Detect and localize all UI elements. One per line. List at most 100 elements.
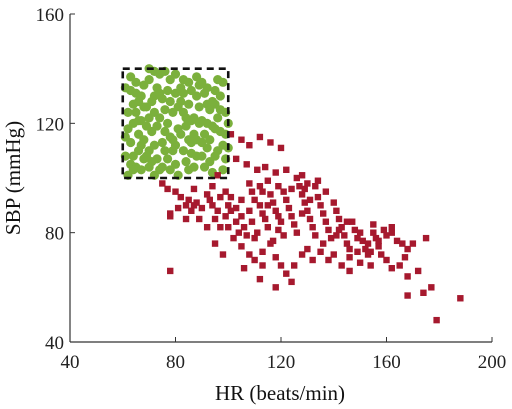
- data-point: [160, 126, 170, 137]
- data-point: [301, 185, 308, 193]
- data-point: [277, 218, 285, 225]
- data-point: [152, 121, 162, 131]
- data-point: [167, 213, 174, 220]
- data-point: [141, 121, 152, 131]
- axis-layer: 40 80 120 160 200 40 80 120 160: [36, 5, 507, 373]
- data-point: [162, 118, 173, 128]
- data-point: [285, 204, 293, 212]
- data-point: [364, 240, 372, 247]
- data-point: [378, 251, 385, 258]
- data-point: [165, 165, 175, 175]
- data-point: [238, 196, 245, 204]
- data-point: [251, 196, 258, 204]
- data-point: [188, 207, 195, 214]
- data-point: [133, 146, 144, 156]
- data-point: [182, 202, 190, 209]
- data-point: [259, 248, 266, 255]
- data-point: [277, 262, 285, 269]
- data-point: [399, 240, 406, 247]
- data-point: [272, 169, 279, 176]
- data-point: [254, 229, 261, 236]
- data-point: [261, 163, 269, 171]
- data-point: [396, 262, 403, 269]
- data-point: [189, 113, 199, 123]
- data-point: [298, 251, 306, 258]
- data-point: [304, 180, 311, 187]
- data-point: [190, 202, 198, 209]
- data-point: [205, 135, 215, 145]
- data-point: [160, 105, 170, 115]
- data-point: [222, 213, 229, 220]
- data-point: [343, 240, 351, 247]
- data-point: [178, 146, 189, 156]
- data-point: [259, 188, 266, 195]
- data-point: [209, 202, 216, 209]
- data-point: [306, 215, 314, 223]
- data-point: [155, 88, 165, 98]
- data-point: [335, 215, 343, 223]
- data-point: [433, 316, 440, 324]
- data-point: [362, 245, 369, 253]
- data-point: [213, 113, 223, 123]
- data-point: [202, 118, 212, 128]
- data-point: [383, 232, 390, 239]
- data-point: [144, 146, 154, 156]
- data-point: [280, 232, 287, 239]
- data-point: [293, 174, 301, 182]
- data-point: [246, 142, 253, 149]
- data-point: [181, 113, 191, 123]
- data-point: [172, 188, 179, 195]
- data-point: [428, 284, 435, 291]
- data-point: [335, 226, 343, 234]
- data-point: [131, 107, 141, 117]
- data-point: [356, 229, 364, 236]
- data-point: [293, 229, 301, 236]
- data-point: [181, 157, 191, 167]
- data-point: [176, 129, 186, 139]
- data-point: [174, 204, 182, 212]
- data-point: [203, 224, 211, 231]
- data-point: [235, 229, 242, 236]
- data-point: [312, 232, 319, 239]
- data-point: [351, 226, 359, 234]
- data-point: [206, 196, 213, 204]
- data-point: [388, 229, 395, 236]
- data-point: [264, 202, 272, 209]
- data-point: [162, 154, 173, 164]
- data-point: [177, 193, 184, 201]
- data-point: [128, 165, 138, 175]
- data-point: [256, 275, 264, 283]
- data-point: [259, 262, 266, 269]
- data-point: [298, 172, 306, 179]
- data-point: [306, 196, 314, 204]
- x-tick-label: 160: [372, 352, 401, 373]
- data-point: [240, 265, 248, 272]
- series-0: [120, 64, 233, 180]
- data-point: [203, 191, 211, 198]
- data-point: [354, 234, 361, 242]
- data-point: [346, 267, 353, 275]
- data-point: [198, 204, 206, 212]
- data-point: [383, 256, 390, 264]
- data-point: [267, 191, 274, 198]
- data-point: [333, 232, 340, 239]
- data-point: [409, 240, 417, 247]
- data-point: [288, 278, 295, 286]
- data-point: [275, 183, 282, 190]
- data-point: [123, 107, 133, 117]
- data-point: [356, 259, 364, 266]
- data-point: [232, 218, 240, 225]
- data-point: [320, 210, 327, 217]
- data-point: [325, 226, 332, 234]
- data-point: [320, 240, 327, 247]
- data-point: [144, 75, 154, 85]
- data-point: [160, 146, 170, 156]
- data-point: [264, 177, 272, 184]
- data-point: [168, 135, 178, 145]
- data-point: [367, 262, 374, 269]
- data-point: [298, 191, 306, 198]
- data-point: [199, 162, 210, 172]
- data-point: [238, 243, 245, 250]
- data-point: [359, 237, 366, 245]
